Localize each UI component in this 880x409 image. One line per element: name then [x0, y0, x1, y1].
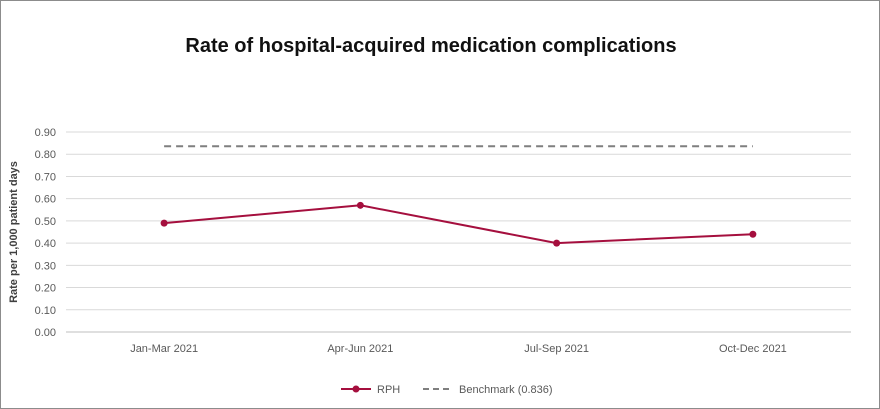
legend-label: Benchmark (0.836): [459, 384, 553, 396]
y-tick-label: 0.30: [35, 260, 56, 272]
x-tick-label: Oct-Dec 2021: [719, 343, 787, 355]
legend-label: RPH: [377, 384, 400, 396]
data-point: [749, 230, 757, 238]
y-tick-label: 0.70: [35, 171, 56, 183]
y-tick-label: 0.00: [35, 327, 56, 339]
y-tick-label: 0.80: [35, 149, 56, 161]
y-tick-label: 0.40: [35, 238, 56, 250]
x-tick-label: Jan-Mar 2021: [130, 343, 198, 355]
x-tick-label: Jul-Sep 2021: [524, 343, 589, 355]
data-point: [160, 219, 168, 227]
data-point: [356, 201, 364, 209]
y-tick-label: 0.50: [35, 216, 56, 228]
y-tick-label: 0.20: [35, 283, 56, 295]
series-line-rph: [164, 204, 753, 245]
y-tick-label: 0.90: [35, 127, 56, 139]
y-tick-label: 0.10: [35, 305, 56, 317]
y-tick-label: 0.60: [35, 194, 56, 206]
legend-marker: [352, 385, 360, 393]
chart-title: Rate of hospital-acquired medication com…: [185, 35, 677, 57]
y-axis-title: Rate per 1,000 patient days: [8, 161, 20, 303]
x-tick-label: Apr-Jun 2021: [327, 343, 393, 355]
data-point: [553, 239, 561, 247]
